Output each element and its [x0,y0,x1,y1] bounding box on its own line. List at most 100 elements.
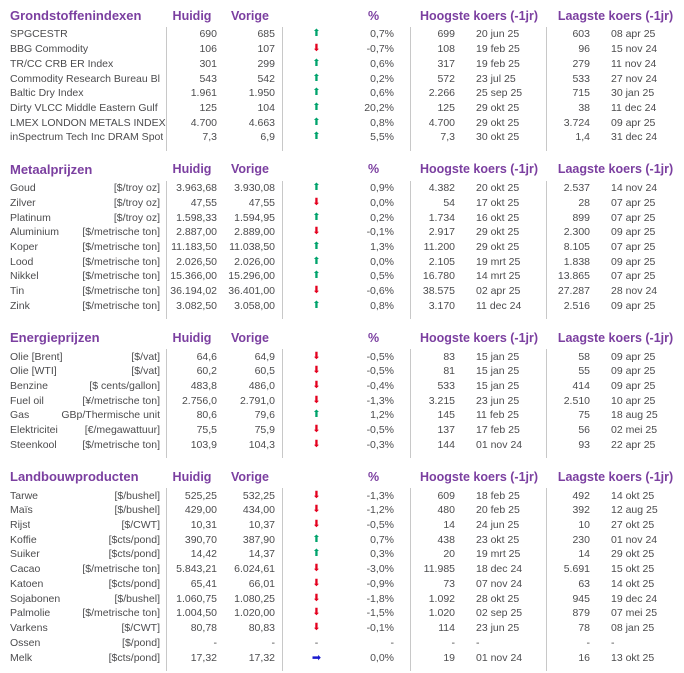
change-percent: -1,2% [336,502,411,518]
change-arrow-cell: ⬆ [283,115,336,130]
high-value: 81 [443,365,455,378]
low-date: - [611,636,615,649]
instrument-label-cell: Sojabonen [$/bushel] [10,591,167,606]
change-percent: 1,3% [336,239,411,255]
current-value: 125 [199,101,217,114]
change-percent: 0,9% [336,180,411,196]
low-date: 15 okt 25 [611,563,655,576]
low-date: 27 nov 24 [611,72,658,85]
previous-value: 79,6 [217,408,283,423]
low-date: 07 mei 25 [611,607,658,620]
change-arrow-cell: ⬆ [283,130,336,145]
table-row: Olie [WTI] [$/vat] 60,2 60,5 ⬇ -0,5% 81 15 jan … [10,363,684,379]
table-row: Maïs [$/bushel] 429,00 434,00 ⬇ -1,2% 480 20 fe… [10,502,684,518]
change-percent: -3,0% [336,561,411,577]
divider-extension [10,664,684,671]
low-value: 879 [572,607,590,620]
change-arrow-cell: ⬆ [283,86,336,101]
low-date: 07 apr 25 [611,196,656,209]
down-arrow-icon: ⬇ [312,365,321,377]
previous-value: 104 [217,100,283,116]
instrument-label-cell: Steenkool [$/metrische ton] [10,437,167,453]
instrument-label-cell: Olie [WTI] [$/vat] [10,363,167,379]
divider-extension-cell [10,313,167,320]
change-percent: 0,6% [336,85,411,101]
low-value: 2.510 [563,394,590,407]
table-row: Benzine [$ cents/gallon] 483,8 486,0 ⬇ -0,4% 5… [10,378,684,394]
instrument-label-cell: Tin [$/metrische ton] [10,283,167,299]
instrument-label-cell: Platinum [$/troy oz] [10,210,167,225]
instrument-name: Cacao [10,563,41,576]
instrument-name: Tarwe [10,489,39,502]
current-value: 2.887,00 [176,226,217,239]
section-header-row: Landbouwproducten Huidig Vorige% Hoogste ko… [10,467,684,486]
low-date: 09 apr 25 [611,365,656,378]
low-value: 945 [572,592,590,605]
down-arrow-icon: ⬇ [312,438,321,450]
down-arrow-icon: ⬇ [312,563,321,575]
change-percent: -0,1% [336,620,411,636]
low-value: 16 [578,651,590,664]
previous-value: 1.950 [217,85,283,101]
instrument-label-cell: Palmolie [$/metrische ton] [10,606,167,621]
current-value: 429,00 [184,504,217,517]
instrument-label-cell: Suiker [$cts/pond] [10,547,167,562]
current-value: 10,31 [190,519,217,532]
table-row: Tin [$/metrische ton] 36.194,02 36.401,00 ⬇ -… [10,283,684,299]
divider-extension [10,452,684,459]
change-percent: 0,0% [336,650,411,665]
high-date: 23 jul 25 [458,71,547,86]
instrument-name: Lood [10,255,34,268]
instrument-unit: [$/bushel] [114,504,160,517]
column-header-laagste-koers: Laagste koers (-1jr) [557,162,674,177]
change-percent: -0,6% [336,283,411,299]
low-date: 02 mei 25 [611,424,658,437]
high-date: 15 jan 25 [458,363,547,379]
down-arrow-icon: ⬇ [312,424,321,436]
divider-extension [10,313,684,320]
instrument-label-cell: Varkens [$/CWT] [10,620,167,636]
previous-value: 75,9 [217,422,283,438]
current-value: 17,32 [190,651,217,664]
low-value: 5.691 [563,563,590,576]
column-header-arrow-spacer [283,467,336,486]
change-arrow-cell: ⬇ [283,591,336,606]
commodity-price-monitor: Grondstoffenindexen Huidig Vorige% Hoogste … [0,6,684,671]
high-value: 4.382 [428,182,455,195]
column-header-pct: % [367,8,380,23]
change-percent: 5,5% [336,130,411,145]
down-arrow-icon: ⬇ [312,489,321,501]
previous-value: 542 [217,71,283,86]
current-value: 60,2 [196,365,217,378]
section-header-row: Grondstoffenindexen Huidig Vorige% Hoogste … [10,6,684,25]
column-header-vorige: Vorige [231,8,269,23]
low-value: 1.838 [563,255,590,268]
current-value: 1.060,75 [176,592,217,605]
previous-value: 3.930,08 [217,180,283,196]
high-value: 1.092 [428,592,455,605]
current-value: 1.961 [190,87,217,100]
instrument-name: Koper [10,240,39,253]
instrument-name: Benzine [10,380,48,393]
instrument-label-cell: Koffie [$cts/pond] [10,532,167,548]
high-value: 7,3 [440,131,455,144]
low-date: 09 apr 25 [611,116,656,129]
instrument-name: Aluminium [10,226,60,239]
low-value: 55 [578,365,590,378]
high-value: 108 [437,43,455,56]
up-arrow-icon: ⬆ [312,28,321,40]
previous-value: 486,0 [217,378,283,394]
divider-extension-cell [458,144,547,151]
current-value: 80,6 [196,409,217,422]
current-value: 65,41 [190,577,217,590]
change-arrow-cell: ⬆ [283,27,336,42]
down-arrow-icon: ⬇ [312,592,321,604]
table-row: Commodity Research Bureau Bl 543 542 ⬆ 0,2% 5… [10,71,684,86]
current-value: 14,42 [190,548,217,561]
change-percent: -0,4% [336,378,411,394]
high-value: 73 [443,577,455,590]
down-arrow-icon: ⬇ [312,380,321,392]
column-header-pct: % [367,469,380,484]
low-value: 38 [578,101,590,114]
current-value: 7,3 [202,131,217,144]
